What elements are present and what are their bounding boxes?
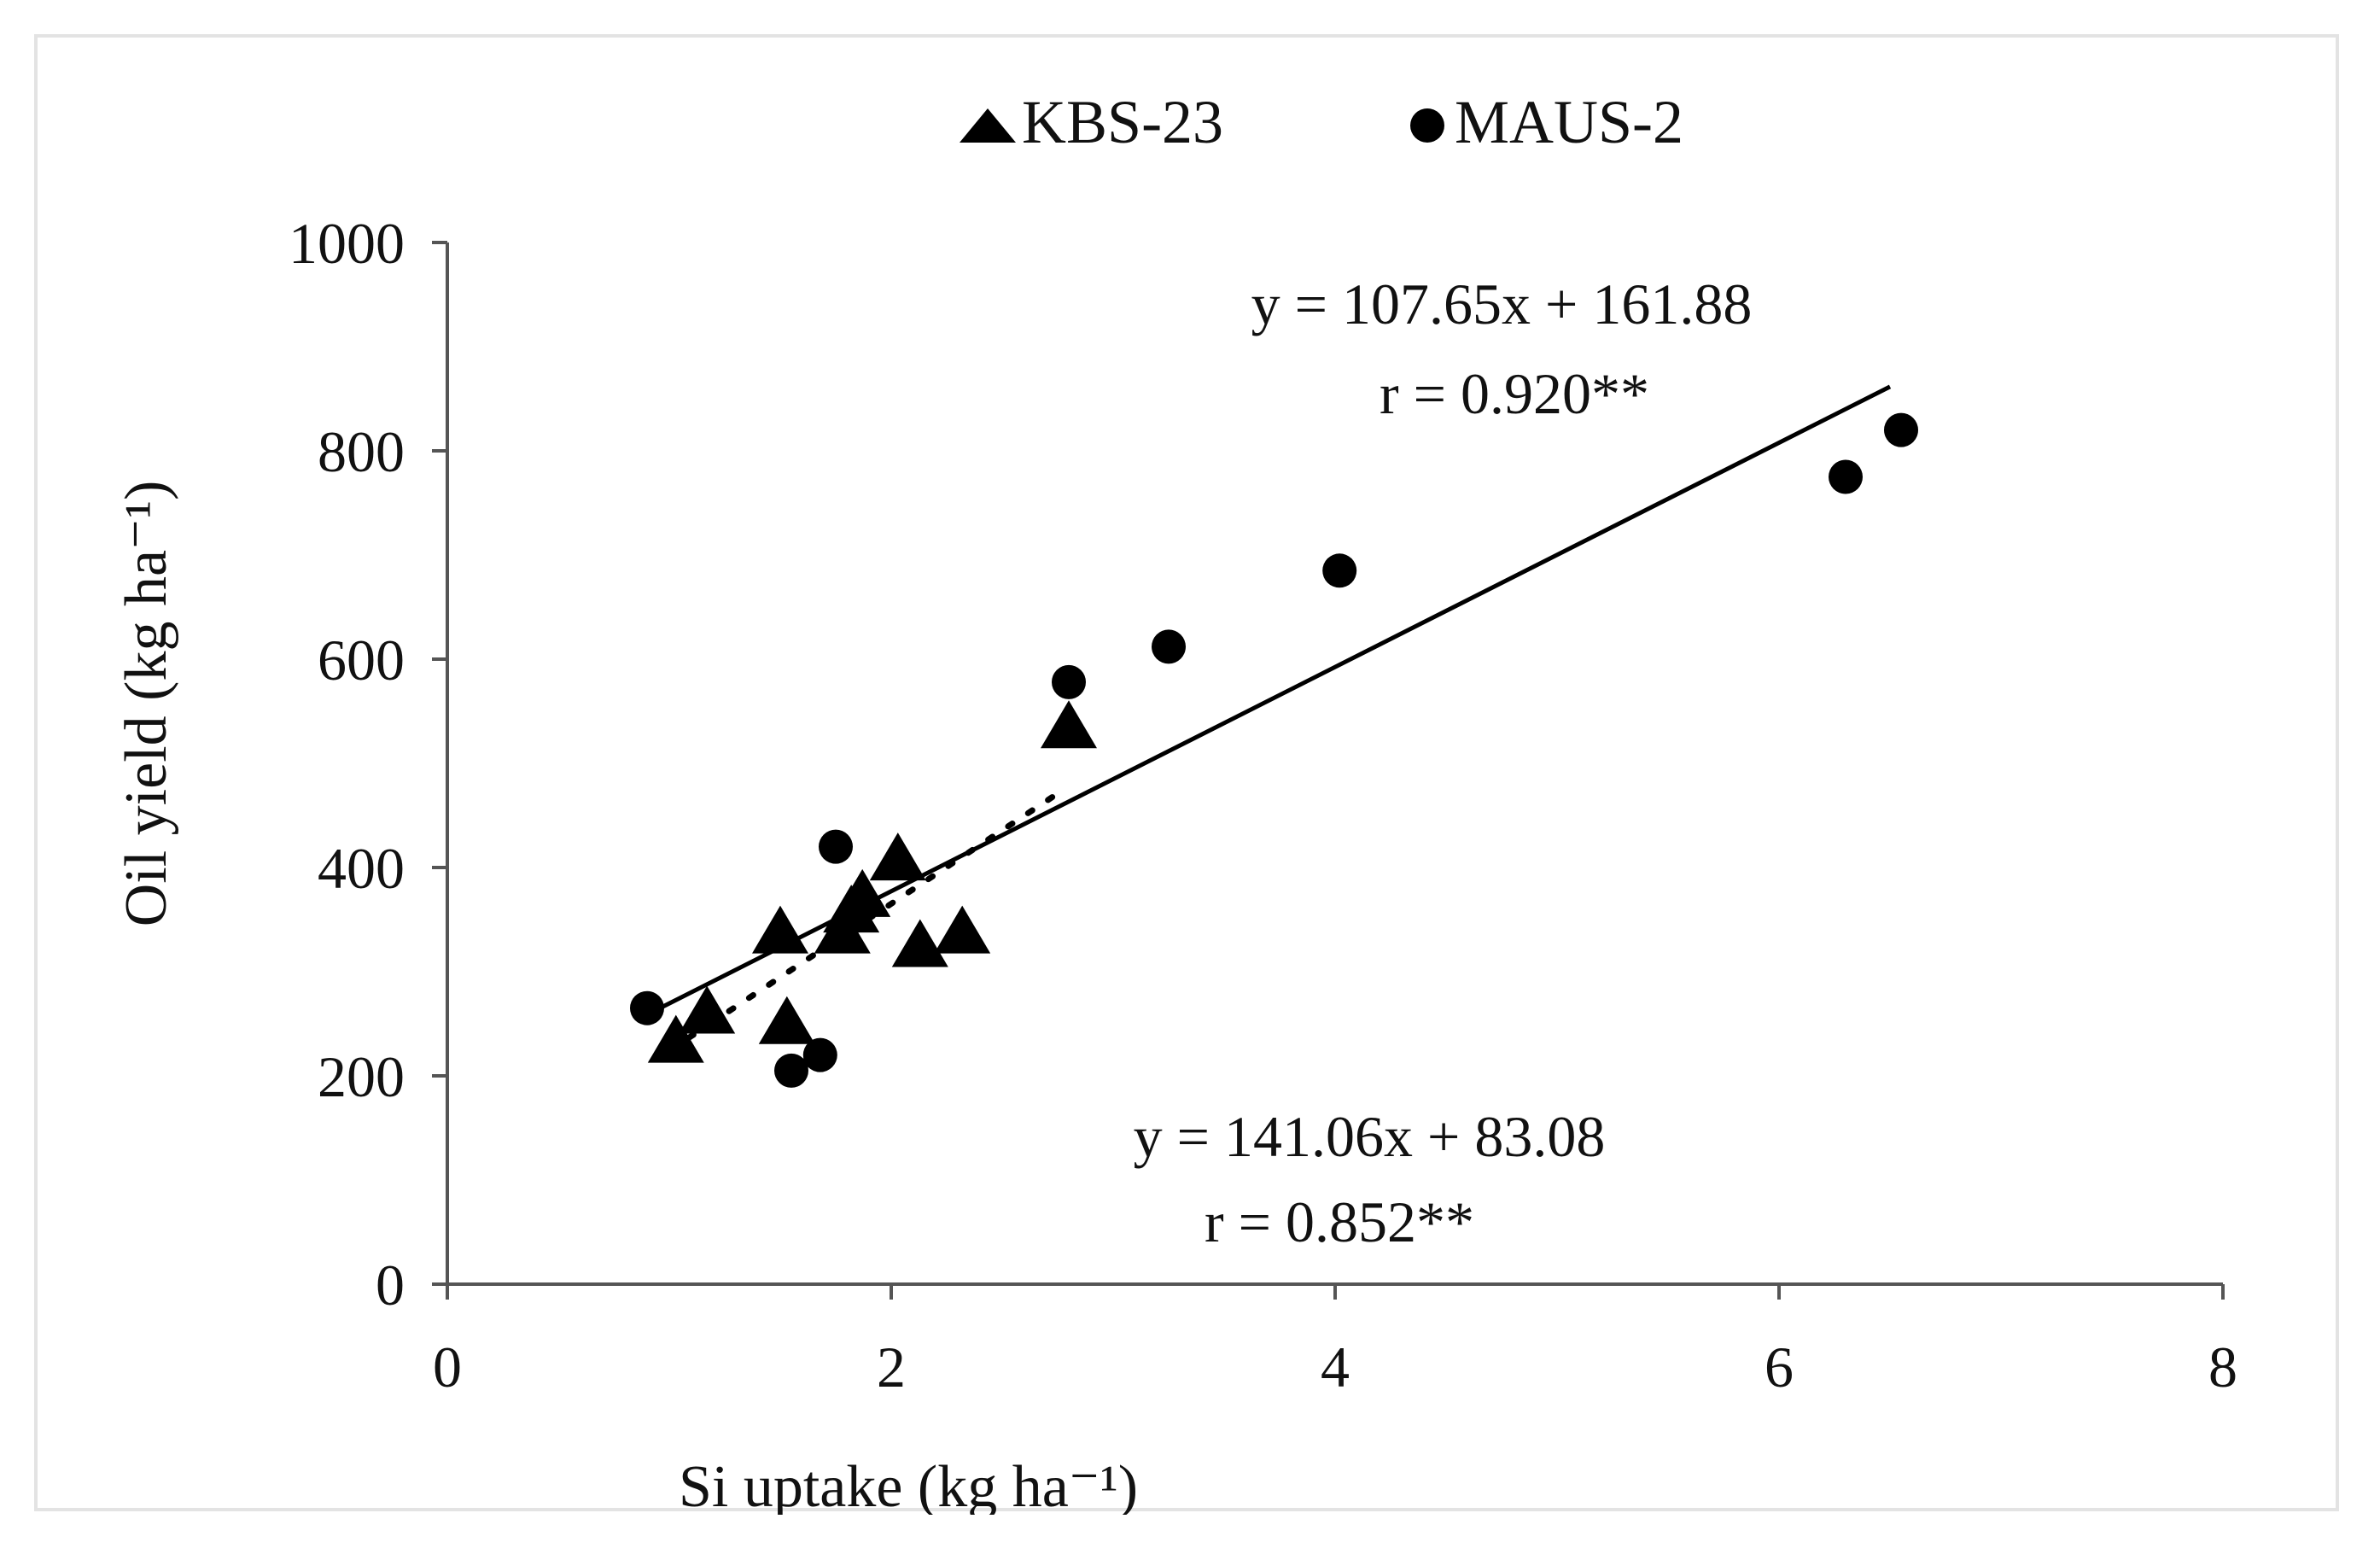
scatter-chart: 0 2 4 6 8 0 200 400 600 800 1000 Oil yield (kg ha⁻… xyxy=(114,88,2237,1515)
y-axis-title: Oil yield (kg ha⁻¹) xyxy=(114,481,179,927)
point-kbs23 xyxy=(869,832,926,881)
point-kbs23 xyxy=(679,985,736,1034)
point-kbs23 xyxy=(834,868,891,917)
equation-kbs23: y = 141.06x + 83.08 xyxy=(1134,1104,1606,1169)
x-tick-label: 0 xyxy=(433,1335,462,1399)
legend-triangle-icon xyxy=(960,108,1016,143)
point-maus2 xyxy=(774,1053,808,1088)
point-kbs23 xyxy=(647,1014,704,1063)
point-maus2 xyxy=(1152,629,1186,664)
point-maus2 xyxy=(819,829,853,864)
y-tick-label: 800 xyxy=(318,419,405,484)
axes: 0 2 4 6 8 0 200 400 600 800 1000 xyxy=(289,211,2237,1399)
x-tick-label: 6 xyxy=(1765,1335,1794,1399)
equation-maus2: y = 107.65x + 161.88 xyxy=(1251,272,1753,336)
data-points xyxy=(630,412,1918,1088)
point-kbs23 xyxy=(752,905,808,954)
y-tick-label: 0 xyxy=(376,1253,405,1317)
legend-label-kbs23: KBS-23 xyxy=(1022,88,1223,156)
y-tick-label: 400 xyxy=(318,836,405,901)
x-axis-title: Si uptake (kg ha⁻¹) xyxy=(679,1454,1138,1515)
r-value-kbs23: r = 0.852** xyxy=(1205,1189,1474,1254)
x-tick-label: 4 xyxy=(1321,1335,1350,1399)
legend-label-maus2: MAUS-2 xyxy=(1455,88,1683,156)
r-value-maus2: r = 0.920** xyxy=(1380,361,1649,426)
y-tick-label: 200 xyxy=(318,1044,405,1109)
point-maus2 xyxy=(630,990,664,1025)
point-kbs23 xyxy=(934,905,991,954)
legend: KBS-23 MAUS-2 xyxy=(960,88,1683,156)
point-maus2 xyxy=(1322,553,1357,588)
y-tick-label: 600 xyxy=(318,628,405,692)
point-kbs23 xyxy=(758,996,815,1044)
point-kbs23 xyxy=(891,919,948,967)
chart-labels: Oil yield (kg ha⁻¹) Si uptake (kg ha⁻¹) … xyxy=(114,88,1752,1515)
legend-circle-icon xyxy=(1410,108,1444,143)
chart-frame: 0 2 4 6 8 0 200 400 600 800 1000 Oil yield (kg ha⁻… xyxy=(34,34,2339,1515)
point-maus2 xyxy=(1829,459,1863,494)
y-tick-label: 1000 xyxy=(289,211,405,276)
x-tick-label: 8 xyxy=(2208,1335,2237,1399)
point-kbs23 xyxy=(1041,700,1097,749)
point-maus2 xyxy=(1052,664,1086,699)
point-maus2 xyxy=(802,1037,837,1072)
trendline-kbs23 xyxy=(666,790,1061,1054)
x-tick-label: 2 xyxy=(877,1335,906,1399)
point-maus2 xyxy=(1884,412,1918,447)
